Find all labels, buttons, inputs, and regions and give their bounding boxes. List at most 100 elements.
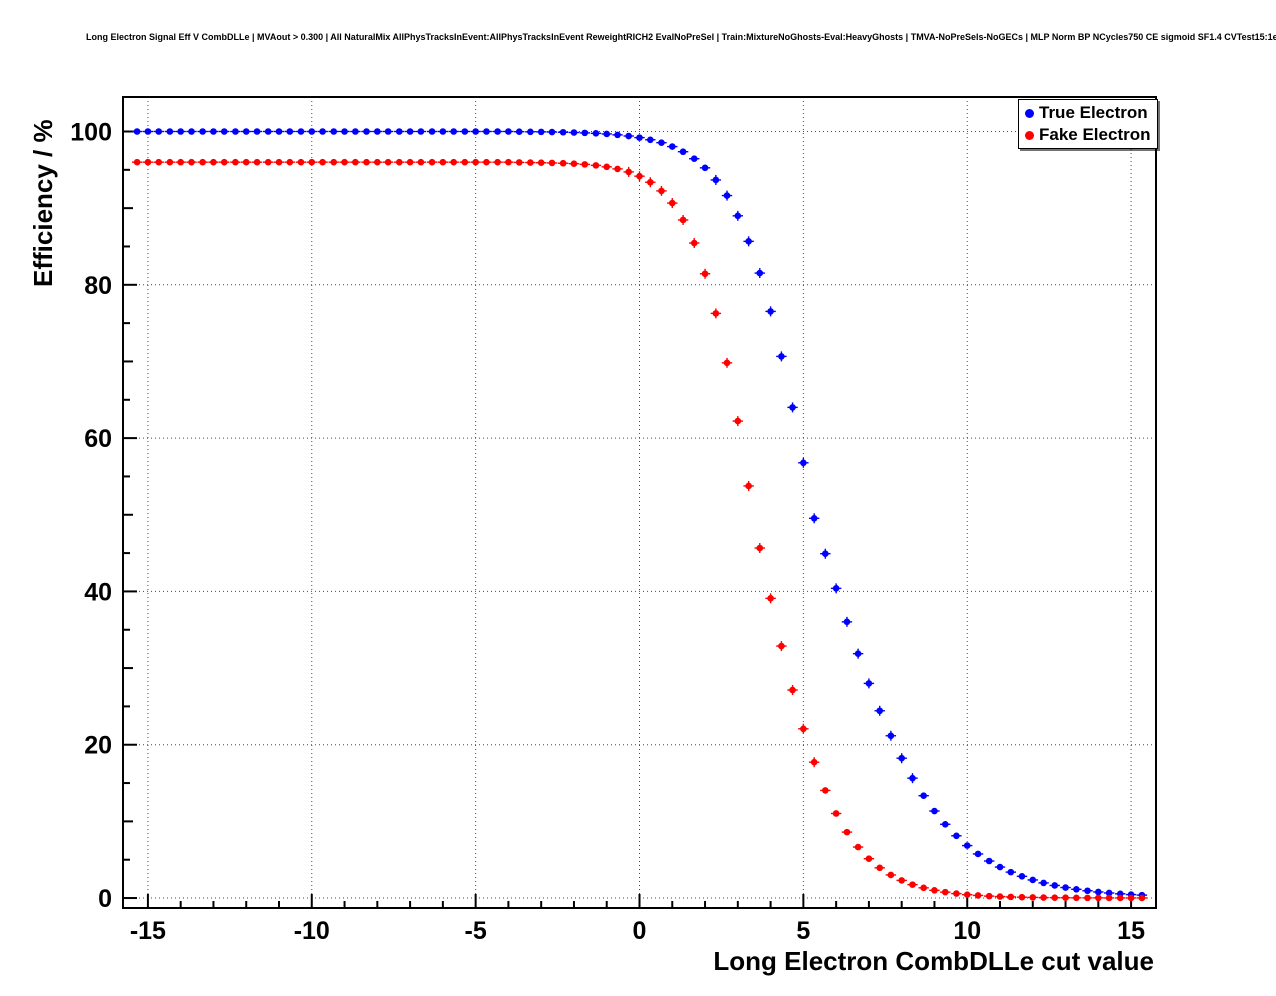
data-point: [810, 758, 818, 766]
data-point: [133, 158, 141, 166]
data-point: [494, 158, 501, 166]
data-point: [461, 158, 469, 166]
data-point: [625, 168, 632, 176]
data-point: [636, 134, 643, 141]
data-point: [1007, 868, 1015, 876]
data-point: [537, 159, 545, 166]
data-point: [1095, 894, 1102, 902]
data-point: [1029, 894, 1037, 901]
svg-text:15: 15: [1117, 917, 1145, 945]
data-point: [789, 686, 796, 694]
data-point: [810, 514, 818, 522]
data-point: [144, 128, 152, 135]
data-point: [996, 893, 1004, 900]
data-point: [286, 128, 294, 135]
data-point: [199, 128, 206, 135]
plot-title: Long Electron Signal Eff V CombDLLe | MV…: [86, 32, 1276, 42]
data-point: [712, 310, 720, 317]
data-point: [242, 158, 250, 166]
data-point: [898, 877, 905, 884]
data-point: [953, 890, 960, 897]
data-point: [974, 850, 982, 858]
data-point: [843, 618, 851, 626]
data-point: [625, 132, 632, 140]
data-point: [832, 810, 840, 817]
data-point: [1062, 894, 1069, 902]
data-point: [985, 892, 993, 900]
data-point: [865, 855, 873, 863]
data-point: [865, 680, 873, 687]
fake-electron-marker-icon: [1025, 130, 1034, 140]
data-point: [920, 792, 927, 800]
svg-text:60: 60: [84, 425, 112, 453]
data-point: [1127, 894, 1135, 902]
data-point: [898, 754, 905, 762]
data-point: [832, 585, 840, 592]
data-point: [548, 128, 556, 136]
data-point: [210, 158, 217, 166]
data-point: [188, 128, 195, 135]
data-point: [647, 178, 654, 186]
data-point: [887, 732, 895, 740]
data-point: [1095, 888, 1102, 896]
data-point: [505, 158, 512, 166]
data-point: [220, 128, 228, 135]
legend-label: True Electron: [1039, 103, 1148, 122]
svg-text:-5: -5: [465, 917, 487, 945]
y-axis-title: Efficiency / %: [28, 119, 58, 287]
data-point: [941, 888, 949, 896]
data-point: [417, 128, 425, 135]
x-axis-title: Long Electron CombDLLe cut value: [713, 946, 1154, 976]
data-point: [450, 128, 457, 135]
data-point: [515, 128, 523, 136]
data-point: [920, 884, 927, 892]
data-point: [505, 128, 512, 135]
legend-entry-true-electron: True Electron: [1025, 102, 1157, 124]
data-point: [931, 807, 938, 815]
data-point: [603, 130, 611, 138]
data-point: [592, 162, 600, 169]
data-point: [1084, 894, 1091, 902]
data-point: [232, 158, 239, 166]
data-point: [253, 158, 261, 166]
data-point: [723, 359, 731, 367]
data-point: [177, 158, 184, 166]
data-point: [395, 128, 403, 135]
data-point: [745, 482, 752, 490]
data-point: [264, 128, 272, 135]
data-point: [701, 164, 709, 172]
data-point: [319, 158, 326, 166]
data-point: [177, 128, 184, 135]
svg-text:0: 0: [98, 885, 112, 913]
data-point: [494, 128, 501, 135]
data-point: [1007, 893, 1015, 901]
svg-text:80: 80: [84, 272, 112, 300]
series-true-electron: [131, 128, 1148, 899]
svg-text:0: 0: [633, 917, 647, 945]
data-point: [374, 128, 381, 135]
data-point: [723, 192, 731, 199]
data-point: [963, 891, 971, 898]
data-point: [1040, 894, 1047, 901]
data-point: [668, 199, 676, 207]
true-electron-marker-icon: [1025, 108, 1034, 118]
data-point: [767, 308, 774, 315]
data-point: [887, 871, 895, 879]
data-point: [843, 828, 851, 836]
svg-text:10: 10: [953, 917, 981, 945]
data-point: [297, 128, 305, 135]
data-point: [406, 128, 414, 135]
data-point: [1084, 887, 1091, 895]
data-point: [789, 404, 796, 411]
data-point: [767, 595, 774, 602]
svg-text:20: 20: [84, 732, 112, 760]
data-point: [931, 886, 938, 894]
data-point: [701, 270, 709, 278]
data-point: [559, 159, 567, 167]
data-point: [166, 128, 174, 135]
data-point: [614, 165, 621, 173]
data-point: [1018, 893, 1026, 901]
data-point: [374, 158, 381, 166]
